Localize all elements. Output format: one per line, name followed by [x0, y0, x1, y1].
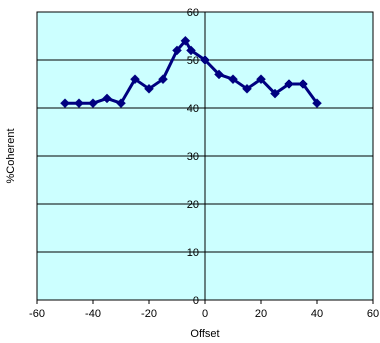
data-point-marker [228, 74, 238, 85]
y-tick-label: 10 [187, 247, 199, 259]
x-axis-title: Offset [190, 328, 219, 340]
y-tick-label: 40 [187, 103, 199, 115]
x-tick-label: 20 [255, 308, 267, 320]
data-point-marker [242, 83, 252, 94]
tick-labels: 0 10 20 30 40 50 60 -60 -40 -20 0 20 40 60 [29, 7, 379, 320]
y-tick-label: 0 [193, 295, 199, 307]
data-point-marker [130, 74, 140, 85]
data-point-marker [88, 98, 98, 109]
y-tick-label: 60 [187, 7, 199, 19]
x-tick-label: 40 [311, 308, 323, 320]
data-point-marker [144, 83, 154, 94]
data-point-marker [270, 88, 280, 99]
x-tick-label: 60 [367, 308, 379, 320]
data-point-marker [60, 98, 70, 109]
x-tick-label: -60 [29, 308, 45, 320]
data-point-marker [284, 79, 294, 89]
y-axis-title: %Coherent [5, 128, 17, 183]
x-tick-label: -20 [141, 308, 157, 320]
data-point-marker [180, 35, 191, 46]
x-tick-label: 0 [202, 308, 208, 320]
data-point-marker [214, 69, 224, 80]
data-point-marker [102, 93, 112, 104]
data-point-marker [172, 45, 182, 56]
data-point-marker [186, 45, 196, 56]
data-point-marker [312, 98, 322, 109]
series-layer [60, 35, 322, 109]
data-point-marker [158, 74, 168, 85]
data-point-marker [256, 74, 266, 85]
y-tick-label: 50 [187, 55, 199, 67]
data-point-marker [74, 98, 84, 109]
data-point-marker [298, 79, 308, 89]
y-tick-label: 30 [187, 151, 199, 163]
data-point-marker [200, 55, 210, 65]
y-tick-label: 20 [187, 199, 199, 211]
x-tick-label: -40 [85, 308, 101, 320]
data-point-marker [116, 98, 126, 109]
